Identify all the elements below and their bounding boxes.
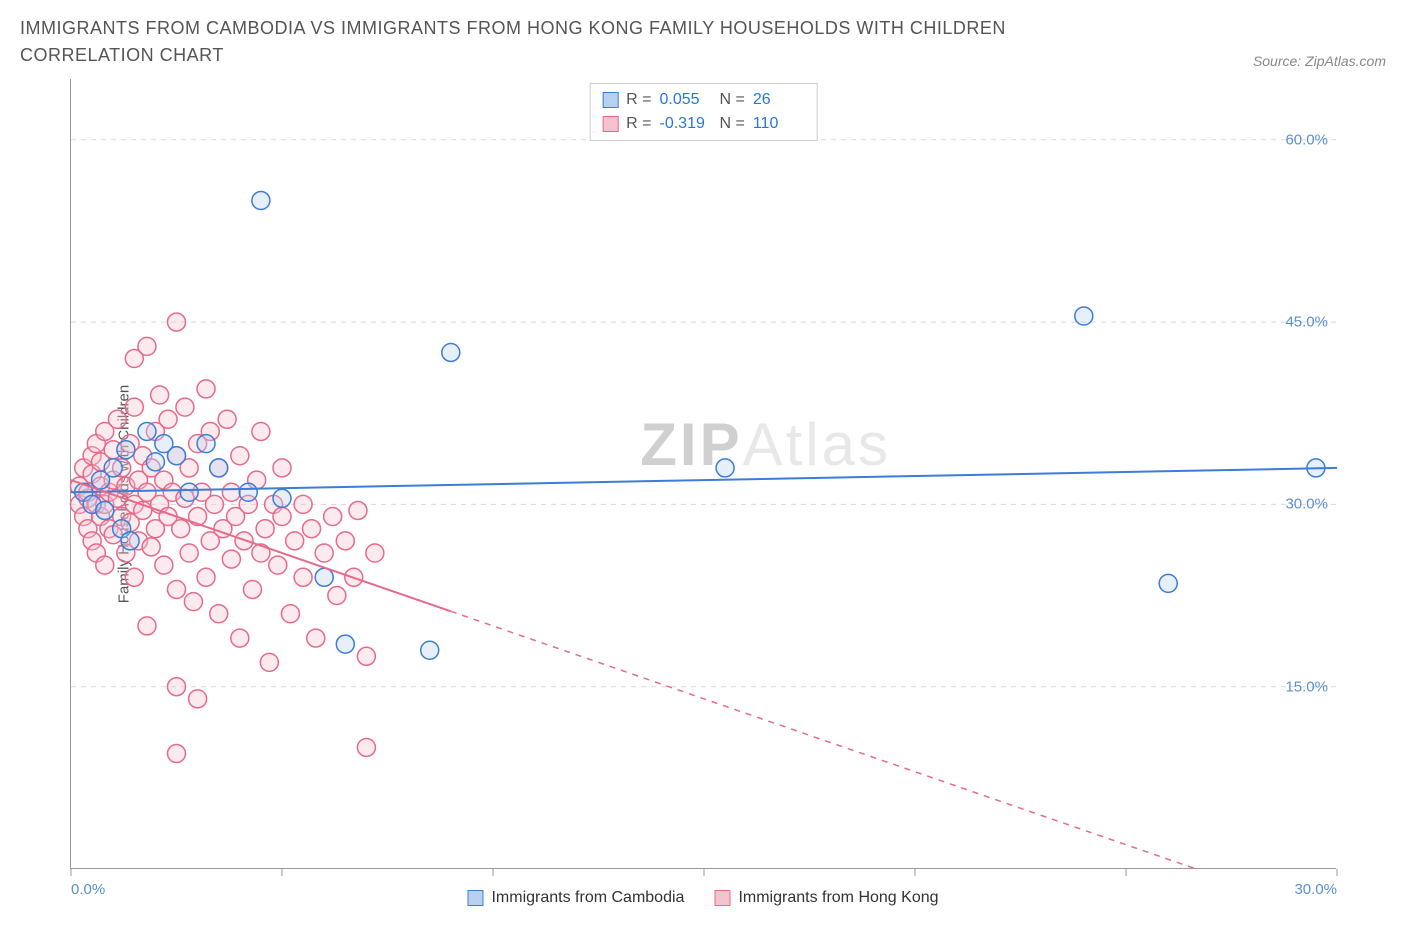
- legend-r-value-0: 0.055: [660, 88, 712, 112]
- header: IMMIGRANTS FROM CAMBODIA VS IMMIGRANTS F…: [20, 15, 1386, 69]
- legend-bottom-label-1: Immigrants from Hong Kong: [738, 889, 938, 907]
- legend-bottom-swatch-1: [714, 890, 730, 906]
- legend-r-label-0: R =: [626, 88, 651, 112]
- legend-swatch-1: [602, 116, 618, 132]
- legend-n-label-1: N =: [720, 112, 745, 136]
- legend-top: R = 0.055 N = 26 R = -0.319 N = 110: [589, 83, 818, 141]
- legend-r-value-1: -0.319: [660, 112, 712, 136]
- x-tick-label: 30.0%: [1294, 881, 1337, 898]
- x-tick-label: 0.0%: [71, 881, 105, 898]
- legend-bottom-label-0: Immigrants from Cambodia: [491, 889, 684, 907]
- legend-bottom: Immigrants from Cambodia Immigrants from…: [467, 889, 938, 907]
- chart-svg: [71, 79, 1337, 869]
- y-tick-label: 30.0%: [1285, 496, 1328, 513]
- source-text: Source: ZipAtlas.com: [1253, 53, 1386, 69]
- legend-bottom-swatch-0: [467, 890, 483, 906]
- y-tick-label: 45.0%: [1285, 314, 1328, 331]
- legend-swatch-0: [602, 92, 618, 108]
- chart-container: Family Households with Children ZIPAtlas…: [20, 79, 1386, 909]
- y-tick-label: 60.0%: [1285, 131, 1328, 148]
- legend-row-0: R = 0.055 N = 26: [602, 88, 805, 112]
- legend-n-value-1: 110: [753, 112, 805, 136]
- y-tick-label: 15.0%: [1285, 678, 1328, 695]
- legend-bottom-item-1: Immigrants from Hong Kong: [714, 889, 938, 907]
- legend-row-1: R = -0.319 N = 110: [602, 112, 805, 136]
- legend-n-label-0: N =: [720, 88, 745, 112]
- legend-r-label-1: R =: [626, 112, 651, 136]
- plot-area: ZIPAtlas R = 0.055 N = 26 R = -0.319 N =…: [70, 79, 1336, 869]
- legend-n-value-0: 26: [753, 88, 805, 112]
- chart-title: IMMIGRANTS FROM CAMBODIA VS IMMIGRANTS F…: [20, 15, 1120, 69]
- legend-bottom-item-0: Immigrants from Cambodia: [467, 889, 684, 907]
